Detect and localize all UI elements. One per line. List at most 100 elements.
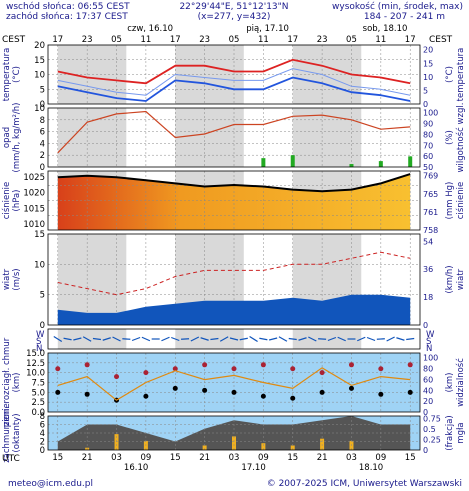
y-axis-unit-left: (m/s) [12, 268, 22, 290]
night-band [57, 108, 127, 167]
y-axis-unit-right: (°C) [445, 66, 455, 83]
wind-arrow [141, 336, 151, 342]
wind-arrow [82, 336, 92, 342]
y-tick-label-right: 54 [423, 237, 433, 246]
fog-bar [261, 443, 266, 450]
footer-copyright: © 2007-2025 ICM, Uniwersytet Warszawski [267, 479, 462, 489]
fog-bar [232, 436, 236, 450]
y-tick-label: 12.5 [26, 359, 45, 369]
y-axis-unit-right: (frakcja) [445, 415, 455, 451]
cloud-base-point [143, 393, 149, 399]
y-tick-label: 8 [40, 116, 45, 126]
cloud-base-point [319, 389, 325, 395]
cloud-base-point [231, 389, 237, 395]
top-hour-label: 11 [140, 35, 151, 45]
top-hour-label: 11 [258, 35, 269, 45]
wind-arrow [376, 338, 385, 340]
wind-arrow [190, 336, 200, 342]
bottom-hour-label: 15 [170, 453, 181, 463]
y-tick-label-right: 758 [423, 226, 438, 235]
y-axis-title-left: temperatura [2, 48, 12, 102]
cloud-top-point [260, 362, 266, 368]
bottom-day-labels: 16.10 17.10 18.10 [124, 463, 383, 473]
precip-bar [290, 155, 295, 167]
bottom-day-label: 17.10 [241, 463, 265, 473]
y-tick-label: 10 [34, 71, 45, 81]
precip-bar [261, 158, 266, 167]
cloud-base-point [348, 385, 354, 391]
top-day-label: pią, 17.10 [246, 24, 289, 34]
cloud-top-point [407, 362, 413, 368]
cloud-base-point [378, 391, 384, 397]
y-axis-title-right: widzialność [455, 358, 466, 407]
night-band [292, 329, 362, 349]
bottom-hour-label: 09 [375, 453, 386, 463]
top-hour-label: 17 [52, 35, 63, 45]
y-tick-label: 10 [34, 104, 45, 114]
panel-frame [47, 328, 421, 350]
y-tick-label-right: 0.75 [423, 415, 441, 424]
altitude-label: wysokość (min, środek, max) [332, 1, 463, 12]
y-tick-label-right: 769 [423, 172, 438, 181]
y-tick-label-right: 10 [423, 73, 433, 82]
y-tick-label: 5 [40, 85, 45, 95]
wind-arrow [308, 336, 317, 342]
top-hour-labels: 17 23 05 11 17 23 05 11 17 23 05 11 17 [52, 35, 415, 45]
wind-arrow [200, 337, 209, 341]
y-tick-label: 10 [34, 260, 45, 270]
wind-arrow [131, 336, 141, 342]
y-tick-label: 5 [40, 291, 45, 301]
y-tick-label-right: 36 [423, 265, 433, 274]
panel-frame [47, 415, 421, 451]
top-hour-label: 17 [287, 35, 298, 45]
night-band [175, 108, 244, 167]
y-axis-unit-left: (km) [12, 373, 22, 393]
y-tick-label-right: 20 [423, 46, 433, 55]
y-tick-label: 1025 [23, 173, 45, 183]
y-tick-label-right: 0 [423, 100, 428, 109]
cloud-base-point [407, 389, 413, 395]
top-hour-label: 23 [199, 35, 210, 45]
top-day-labels: czw, 16.10 pią, 17.10 sob, 18.10 [127, 24, 407, 34]
y-tick-label: 1020 [23, 189, 45, 199]
cloud-top-point [172, 366, 178, 372]
top-hour-label: 11 [375, 35, 386, 45]
night-band [57, 234, 127, 325]
wind-arrow [239, 337, 248, 341]
wind-arrow [63, 337, 72, 341]
bottom-hour-label: 03 [346, 453, 357, 463]
y-tick-label: 2 [40, 438, 45, 448]
y-tick-label: 2 [40, 151, 45, 161]
y-tick-label: 0.0 [31, 408, 45, 418]
y-tick-label: 2.5 [31, 398, 45, 408]
y-axis-title-right: ciśnienie [455, 182, 466, 219]
coords-text: 22°29'44"E, 51°12'13"N [179, 2, 288, 12]
y-tick-label-right: 0.25 [423, 436, 441, 445]
cloud-base-point [172, 385, 178, 391]
wind-arrow [181, 338, 190, 340]
y-tick-label-right: 60 [423, 152, 433, 161]
fog-bar [202, 445, 207, 450]
top-hour-label: 23 [82, 35, 93, 45]
y-tick-label: 5.0 [31, 388, 45, 398]
altitude-values: 184 - 207 - 241 m [364, 12, 445, 22]
y-tick-label: 1010 [23, 220, 45, 230]
y-tick-label-right: 18 [423, 293, 433, 302]
footer-email[interactable]: meteo@icm.edu.pl [8, 479, 93, 489]
wind-arrow [53, 335, 63, 343]
bottom-day-label: 18.10 [359, 463, 383, 473]
y-tick-label-right: 80 [423, 365, 433, 374]
night-band [175, 329, 244, 349]
panel-frame [47, 44, 421, 105]
cloud-top-point [231, 366, 237, 372]
y-axis-title-left: pion. rozciągł. chmur [2, 337, 12, 427]
y-tick-label: 15 [34, 230, 45, 240]
pressure-line [57, 173, 411, 193]
y-axis-unit-left: (°C) [12, 66, 22, 83]
